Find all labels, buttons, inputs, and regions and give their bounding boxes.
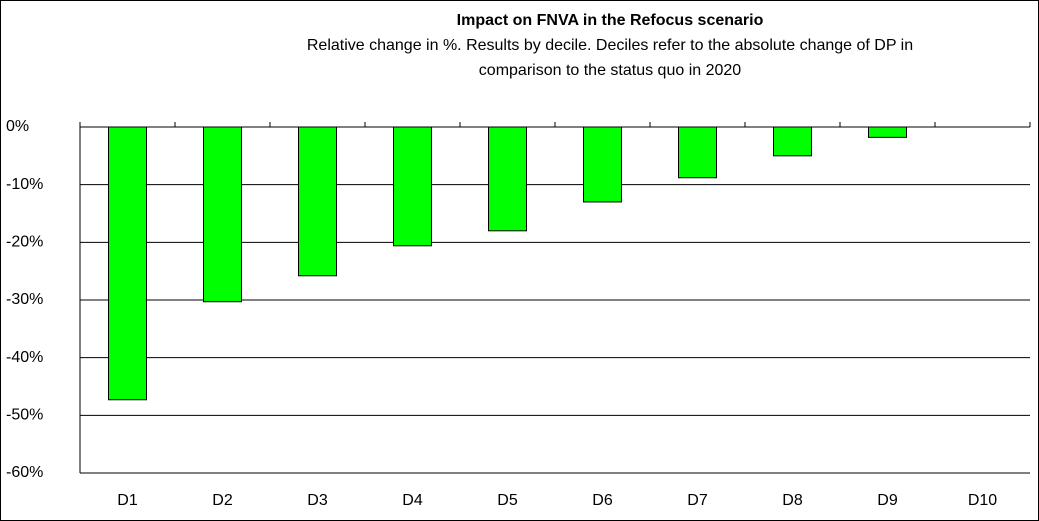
x-tick-label: D4 [402, 492, 423, 509]
y-tick-label: -10% [6, 176, 43, 193]
x-tick-label: D9 [877, 492, 898, 509]
y-tick-label: -20% [6, 234, 43, 251]
bar [773, 126, 812, 157]
bar [868, 126, 907, 138]
bar [108, 126, 147, 401]
chart-title: Impact on FNVA in the Refocus scenario [457, 12, 764, 29]
x-tick-label: D8 [782, 492, 803, 509]
x-tick-label: D7 [687, 492, 708, 509]
bar [298, 126, 337, 277]
y-tick-label: 0% [6, 118, 29, 135]
chart-subtitle: comparison to the status quo in 2020 [479, 62, 741, 79]
x-tick-label: D3 [307, 492, 328, 509]
x-tick-label: D6 [592, 492, 613, 509]
chart-subtitle: Relative change in %. Results by decile.… [307, 37, 913, 54]
y-tick-label: -60% [6, 464, 43, 481]
y-tick-label: -50% [6, 407, 43, 424]
bar [203, 126, 242, 303]
x-tick-label: D1 [117, 492, 138, 509]
bar [583, 126, 622, 203]
bar [678, 126, 717, 179]
bar [488, 126, 527, 232]
x-tick-label: D5 [497, 492, 518, 509]
x-tick-label: D10 [968, 492, 997, 509]
y-tick-label: -40% [6, 349, 43, 366]
y-tick-label: -30% [6, 291, 43, 308]
x-tick-label: D2 [212, 492, 233, 509]
bar [393, 126, 432, 247]
